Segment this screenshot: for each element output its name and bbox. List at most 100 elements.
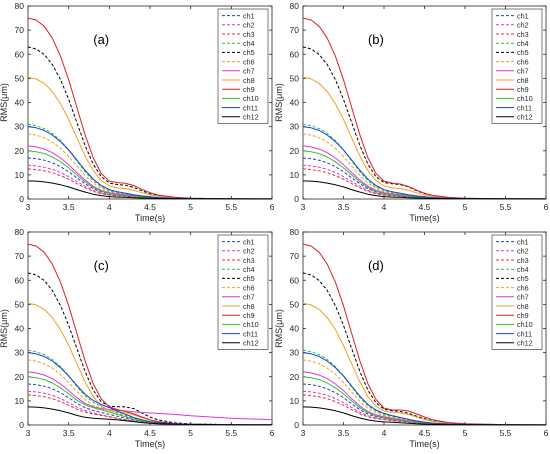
- y-tick-label: 60: [290, 275, 300, 285]
- y-tick-label: 60: [290, 49, 300, 59]
- y-tick-label: 50: [15, 299, 25, 309]
- x-tick-label: 3: [26, 428, 31, 438]
- x-tick-label: 6: [544, 202, 549, 212]
- y-tick-label: 0: [19, 420, 24, 430]
- x-tick-label: 4.5: [144, 428, 156, 438]
- legend-label: ch9: [243, 311, 255, 320]
- legend-label: ch5: [243, 274, 255, 283]
- x-axis-label: Time(s): [409, 213, 439, 223]
- legend-label: ch4: [517, 265, 529, 274]
- legend-label: ch12: [243, 339, 259, 348]
- legend-label: ch7: [517, 67, 529, 76]
- x-axis-label: Time(s): [135, 213, 165, 223]
- panel-label: (d): [368, 258, 384, 273]
- legend-label: ch9: [517, 85, 529, 94]
- y-axis-label: RMS(μm): [274, 83, 284, 122]
- x-tick-label: 4: [107, 428, 112, 438]
- x-tick-label: 4: [107, 202, 112, 212]
- series-line-ch9: [302, 17, 547, 200]
- y-tick-label: 40: [290, 98, 300, 108]
- x-tick-label: 4.5: [419, 202, 431, 212]
- chart-panel: 3 3.5 4 4.5 5 5.5 601020304050607080Time(s)RMS…: [274, 1, 549, 223]
- y-tick-label: 40: [15, 324, 25, 334]
- legend-label: ch8: [243, 76, 255, 85]
- y-tick-label: 20: [290, 372, 300, 382]
- legend-label: ch1: [243, 237, 255, 246]
- x-tick-label: 4: [382, 202, 387, 212]
- series-line-ch11: [27, 126, 273, 200]
- chart-panel: 3 3.5 4 4.5 5 5.5 601020304050607080Time(s)RMS…: [0, 1, 275, 223]
- legend-label: ch2: [517, 247, 529, 256]
- legend-label: ch5: [243, 48, 255, 57]
- y-axis-label: RMS(μm): [274, 309, 284, 348]
- legend-label: ch1: [243, 11, 255, 20]
- x-tick-label: 3.5: [63, 428, 75, 438]
- series-line-ch12: [27, 180, 273, 200]
- series-line-ch8: [302, 76, 547, 200]
- legend-label: ch10: [243, 94, 259, 103]
- x-tick-label: 5.5: [500, 202, 512, 212]
- y-tick-label: 10: [290, 396, 300, 406]
- legend-label: ch8: [243, 302, 255, 311]
- legend: [491, 8, 543, 124]
- x-tick-label: 5: [188, 428, 193, 438]
- series-line-ch11: [27, 352, 273, 426]
- y-axis-label: RMS(μm): [0, 83, 9, 122]
- legend: [491, 234, 543, 350]
- y-tick-label: 10: [15, 170, 25, 180]
- y-tick-label: 30: [15, 348, 25, 358]
- chart-panel: 3 3.5 4 4.5 5 5.5 601020304050607080Time(s)RMS…: [274, 227, 549, 449]
- y-tick-label: 60: [15, 49, 25, 59]
- y-tick-label: 30: [290, 348, 300, 358]
- legend-label: ch7: [243, 293, 255, 302]
- y-tick-label: 0: [294, 194, 299, 204]
- legend-label: ch3: [243, 30, 255, 39]
- y-tick-label: 20: [290, 146, 300, 156]
- y-tick-label: 50: [15, 73, 25, 83]
- legend: [217, 8, 269, 124]
- legend-label: ch2: [243, 247, 255, 256]
- legend-label: ch3: [517, 256, 529, 265]
- series-line-ch8: [27, 76, 273, 200]
- y-tick-label: 10: [15, 396, 25, 406]
- panel-label: (c): [94, 258, 109, 273]
- series-line-ch12: [27, 406, 273, 426]
- y-tick-label: 70: [290, 25, 300, 35]
- y-tick-label: 80: [290, 1, 300, 11]
- x-axis-label: Time(s): [409, 439, 439, 449]
- y-tick-label: 80: [15, 1, 25, 11]
- x-tick-label: 6: [270, 202, 275, 212]
- y-tick-label: 80: [290, 227, 300, 237]
- x-tick-label: 4.5: [144, 202, 156, 212]
- y-tick-label: 50: [290, 299, 300, 309]
- legend-label: ch8: [517, 76, 529, 85]
- x-tick-label: 5: [188, 202, 193, 212]
- series-line-ch11: [302, 126, 547, 200]
- y-tick-label: 30: [15, 122, 25, 132]
- x-tick-label: 5: [463, 428, 468, 438]
- legend-label: ch9: [517, 311, 529, 320]
- y-tick-label: 70: [290, 251, 300, 261]
- legend-label: ch10: [517, 320, 533, 329]
- x-tick-label: 3: [26, 202, 31, 212]
- legend-label: ch2: [243, 21, 255, 30]
- legend-label: ch11: [517, 329, 532, 338]
- series-line-ch11: [302, 352, 547, 426]
- y-tick-label: 20: [15, 146, 25, 156]
- x-tick-label: 5.5: [500, 428, 512, 438]
- x-tick-label: 5.5: [225, 202, 237, 212]
- y-tick-label: 0: [294, 420, 299, 430]
- y-tick-label: 40: [290, 324, 300, 334]
- legend-label: ch8: [517, 302, 529, 311]
- panel-label: (a): [93, 32, 109, 47]
- legend: [217, 234, 269, 350]
- legend-label: ch5: [517, 48, 529, 57]
- series-line-ch9: [302, 243, 547, 426]
- series-line-ch7: [27, 371, 273, 421]
- legend-label: ch4: [517, 39, 529, 48]
- legend-label: ch3: [517, 30, 529, 39]
- y-tick-label: 70: [15, 251, 25, 261]
- legend-label: ch11: [243, 329, 258, 338]
- legend-label: ch6: [243, 57, 255, 66]
